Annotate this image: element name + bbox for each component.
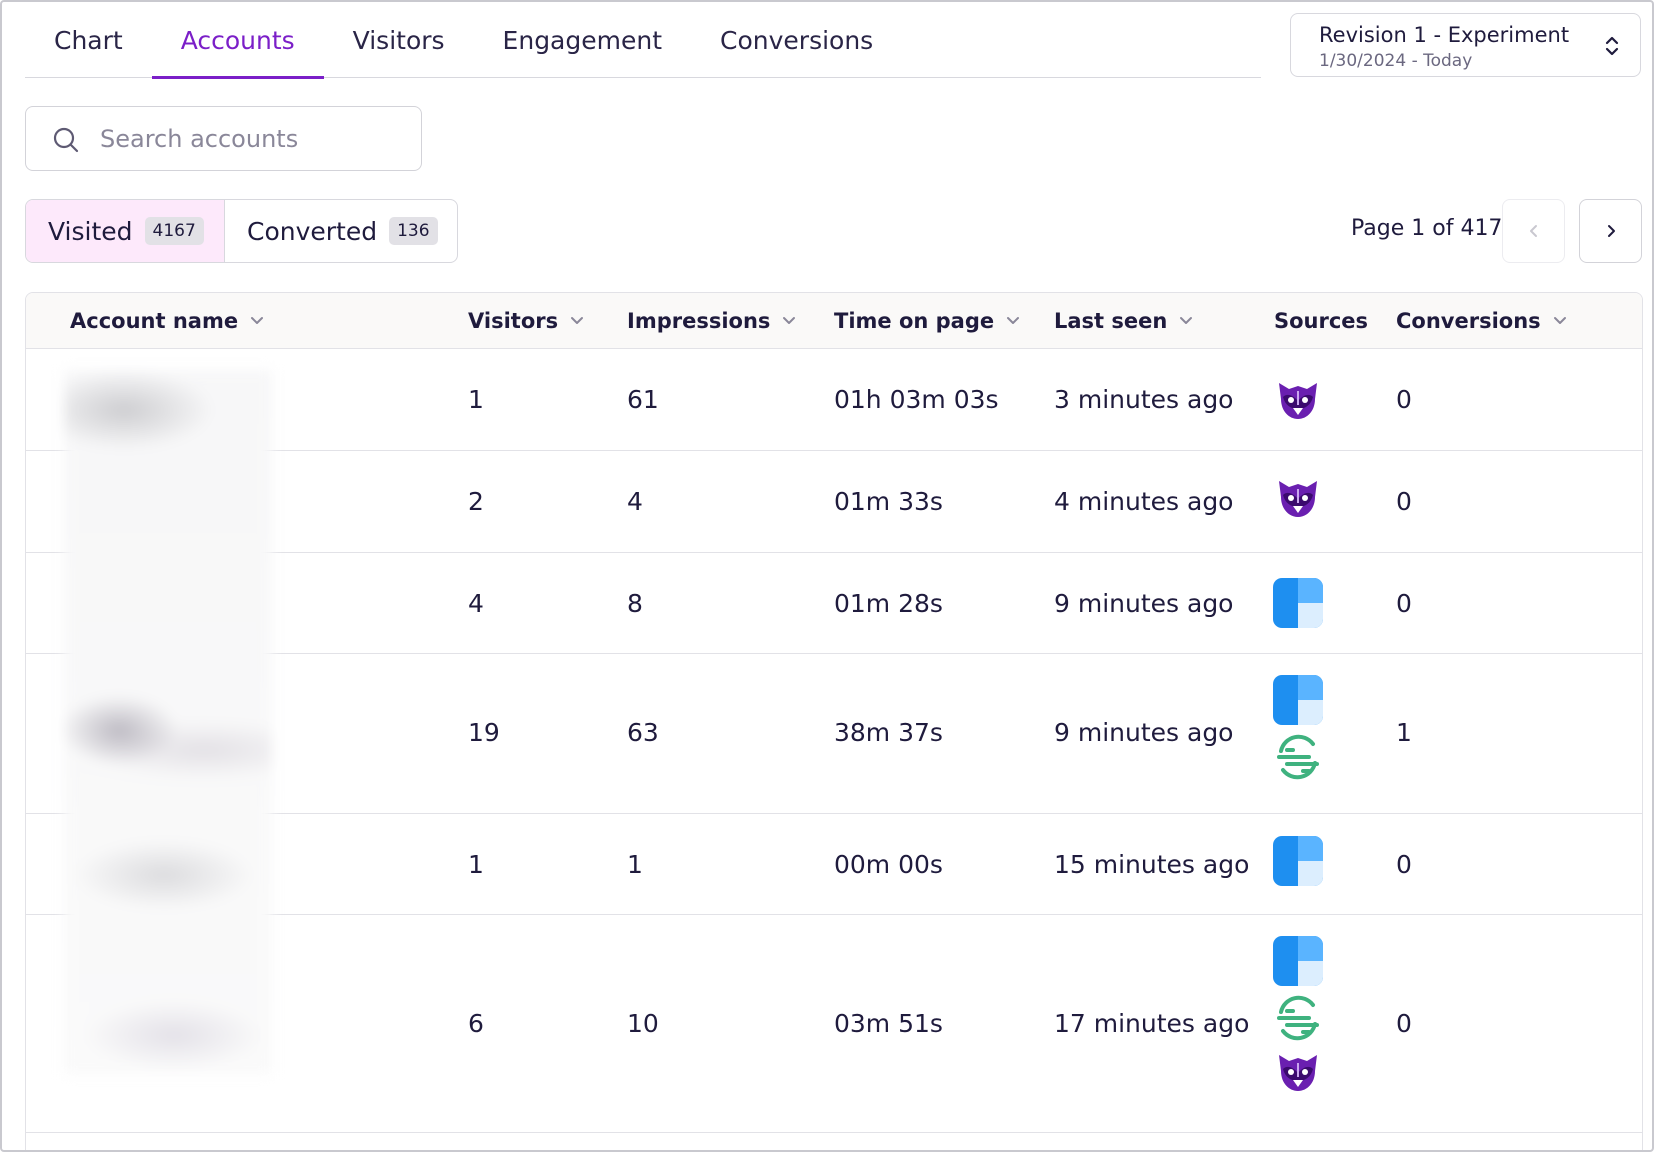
- converted-count-badge: 136: [389, 217, 438, 245]
- chevron-up-down-icon: [1605, 36, 1619, 56]
- page-indicator: Page 1 of 417: [1351, 216, 1503, 241]
- tab-accounts[interactable]: Accounts: [151, 2, 324, 79]
- visitors-cell: 19: [468, 718, 500, 747]
- column-last-seen[interactable]: Last seen: [1054, 309, 1193, 333]
- column-impressions[interactable]: Impressions: [627, 309, 796, 333]
- conversions-cell: 0: [1396, 1009, 1412, 1038]
- tab-conversions[interactable]: Conversions: [720, 25, 874, 55]
- raccoon-icon: [1273, 1047, 1323, 1097]
- column-label: Conversions: [1396, 309, 1541, 333]
- accounts-table: Account name Visitors Impressions Time o…: [25, 292, 1643, 1150]
- revision-title: Revision 1 - Experiment: [1319, 23, 1570, 47]
- visitors-cell: 1: [468, 385, 484, 414]
- conversions-cell: 0: [1396, 850, 1412, 879]
- tab-bar: Chart Accounts Visitors Engagement Conve…: [25, 2, 1261, 79]
- chevron-down-icon: [1553, 317, 1566, 324]
- conversions-cell: 0: [1396, 487, 1412, 516]
- last-seen-cell: 9 minutes ago: [1054, 589, 1234, 618]
- visitors-cell: 6: [468, 1009, 484, 1038]
- column-account-name[interactable]: Account name: [70, 309, 264, 333]
- column-sources: Sources: [1274, 309, 1368, 333]
- impressions-cell: 63: [627, 718, 659, 747]
- visitors-cell: 2: [468, 487, 484, 516]
- search-input[interactable]: [100, 117, 400, 161]
- time-on-page-cell: 01m 28s: [834, 589, 943, 618]
- revision-selector[interactable]: Revision 1 - Experiment 1/30/2024 - Toda…: [1290, 13, 1641, 77]
- time-on-page-cell: 01h 03m 03s: [834, 385, 999, 414]
- tab-engagement[interactable]: Engagement: [502, 25, 663, 55]
- blue-quadrant-icon: [1273, 936, 1323, 986]
- column-label: Time on page: [834, 309, 995, 333]
- account-name-redacted: [64, 370, 272, 1074]
- chevron-down-icon: [1180, 317, 1193, 324]
- time-on-page-cell: 03m 51s: [834, 1009, 943, 1038]
- tab-chart[interactable]: Chart: [54, 25, 123, 55]
- conversions-cell: 1: [1396, 718, 1412, 747]
- chevron-right-icon: [1607, 225, 1615, 237]
- last-seen-cell: 3 minutes ago: [1054, 385, 1234, 414]
- column-label: Sources: [1274, 309, 1369, 333]
- filter-visited[interactable]: Visited 4167: [26, 200, 225, 262]
- table-row[interactable]: 6 10 03m 51s 17 minutes ago 0: [26, 915, 1642, 1133]
- last-seen-cell: 15 minutes ago: [1054, 850, 1250, 879]
- last-seen-cell: 9 minutes ago: [1054, 718, 1234, 747]
- chevron-down-icon: [1007, 317, 1020, 324]
- blue-quadrant-icon: [1273, 836, 1323, 886]
- chevron-down-icon: [571, 317, 584, 324]
- table-row[interactable]: 2 4 01m 33s 4 minutes ago 0: [26, 451, 1642, 553]
- account-filter: Visited 4167 Converted 136: [25, 199, 458, 263]
- time-on-page-cell: 01m 33s: [834, 487, 943, 516]
- raccoon-icon: [1273, 375, 1323, 425]
- chevron-left-icon: [1529, 225, 1537, 237]
- search-icon: [53, 127, 79, 153]
- filter-converted[interactable]: Converted 136: [225, 200, 457, 262]
- column-visitors[interactable]: Visitors: [468, 309, 584, 333]
- table-row[interactable]: 4 8 01m 28s 9 minutes ago 0: [26, 553, 1642, 654]
- filter-visited-label: Visited: [48, 216, 133, 246]
- time-on-page-cell: 38m 37s: [834, 718, 943, 747]
- previous-page-button[interactable]: [1502, 199, 1565, 263]
- impressions-cell: 8: [627, 589, 643, 618]
- next-page-button[interactable]: [1579, 199, 1642, 263]
- search-box: [25, 106, 422, 171]
- conversions-cell: 0: [1396, 589, 1412, 618]
- conversions-cell: 0: [1396, 385, 1412, 414]
- filter-converted-label: Converted: [247, 216, 378, 246]
- table-row[interactable]: 19 63 38m 37s 9 minutes ago 1: [26, 654, 1642, 814]
- column-label: Account name: [70, 309, 239, 333]
- table-row[interactable]: 1 61 01h 03m 03s 3 minutes ago 0: [26, 349, 1642, 451]
- segment-icon: [1273, 732, 1323, 782]
- column-label: Visitors: [468, 309, 559, 333]
- last-seen-cell: 17 minutes ago: [1054, 1009, 1250, 1038]
- segment-icon: [1273, 993, 1323, 1043]
- impressions-cell: 1: [627, 850, 643, 879]
- column-time-on-page[interactable]: Time on page: [834, 309, 1020, 333]
- impressions-cell: 10: [627, 1009, 659, 1038]
- time-on-page-cell: 00m 00s: [834, 850, 943, 879]
- impressions-cell: 61: [627, 385, 659, 414]
- impressions-cell: 4: [627, 487, 643, 516]
- table-row[interactable]: 1 1 00m 00s 15 minutes ago 0: [26, 814, 1642, 915]
- chevron-down-icon: [783, 317, 796, 324]
- blue-quadrant-icon: [1273, 578, 1323, 628]
- last-seen-cell: 4 minutes ago: [1054, 487, 1234, 516]
- tab-visitors[interactable]: Visitors: [352, 25, 445, 55]
- revision-date-range: 1/30/2024 - Today: [1319, 51, 1473, 71]
- table-header: Account name Visitors Impressions Time o…: [26, 293, 1642, 349]
- visitors-cell: 4: [468, 589, 484, 618]
- column-label: Impressions: [627, 309, 771, 333]
- column-conversions[interactable]: Conversions: [1396, 309, 1567, 333]
- column-label: Last seen: [1054, 309, 1168, 333]
- chevron-down-icon: [251, 317, 264, 324]
- blue-quadrant-icon: [1273, 675, 1323, 725]
- visitors-cell: 1: [468, 850, 484, 879]
- raccoon-icon: [1273, 473, 1323, 523]
- visited-count-badge: 4167: [144, 217, 204, 245]
